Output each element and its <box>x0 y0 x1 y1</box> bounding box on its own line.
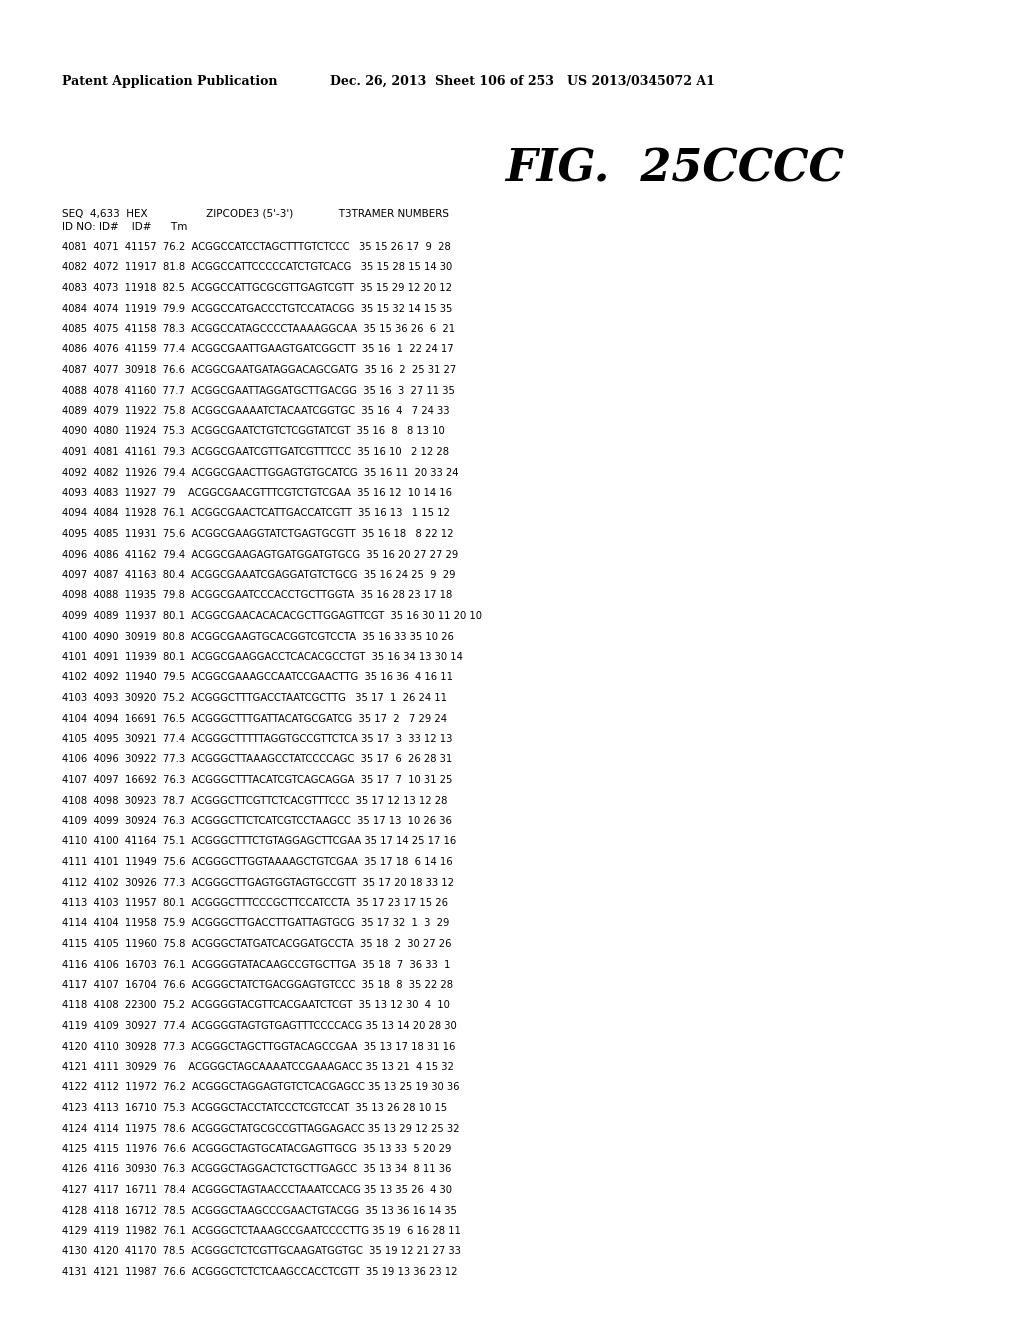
Text: 4098  4088  11935  79.8  ACGGCGAATCCCACCTGCTTGGTA  35 16 28 23 17 18: 4098 4088 11935 79.8 ACGGCGAATCCCACCTGCT… <box>62 590 453 601</box>
Text: 4082  4072  11917  81.8  ACGGCCATTCCCCCATCTGTCACG   35 15 28 15 14 30: 4082 4072 11917 81.8 ACGGCCATTCCCCCATCTG… <box>62 263 453 272</box>
Text: 4085  4075  41158  78.3  ACGGCCATAGCCCCTAAAAGGCAA  35 15 36 26  6  21: 4085 4075 41158 78.3 ACGGCCATAGCCCCTAAAA… <box>62 323 455 334</box>
Text: 4086  4076  41159  77.4  ACGGCGAATTGAAGTGATCGGCTT  35 16  1  22 24 17: 4086 4076 41159 77.4 ACGGCGAATTGAAGTGATC… <box>62 345 454 355</box>
Text: 4104  4094  16691  76.5  ACGGGCTTTGATTACATGCGATCG  35 17  2   7 29 24: 4104 4094 16691 76.5 ACGGGCTTTGATTACATGC… <box>62 714 447 723</box>
Text: 4123  4113  16710  75.3  ACGGGCTACCTATCCCTCGTCCAT  35 13 26 28 10 15: 4123 4113 16710 75.3 ACGGGCTACCTATCCCTCG… <box>62 1104 447 1113</box>
Text: 4108  4098  30923  78.7  ACGGGCTTCGTTCTCACGTTTCCC  35 17 12 13 12 28: 4108 4098 30923 78.7 ACGGGCTTCGTTCTCACGT… <box>62 796 447 805</box>
Text: 4102  4092  11940  79.5  ACGGCGAAAGCCAATCCGAACTTG  35 16 36  4 16 11: 4102 4092 11940 79.5 ACGGCGAAAGCCAATCCGA… <box>62 672 453 682</box>
Text: 4087  4077  30918  76.6  ACGGCGAATGATAGGACAGCGATG  35 16  2  25 31 27: 4087 4077 30918 76.6 ACGGCGAATGATAGGACAG… <box>62 366 457 375</box>
Text: 4115  4105  11960  75.8  ACGGGCTATGATCACGGATGCCTA  35 18  2  30 27 26: 4115 4105 11960 75.8 ACGGGCTATGATCACGGAT… <box>62 939 452 949</box>
Text: 4110  4100  41164  75.1  ACGGGCTTTCTGTAGGAGCTTCGAA 35 17 14 25 17 16: 4110 4100 41164 75.1 ACGGGCTTTCTGTAGGAGC… <box>62 837 457 846</box>
Text: 4120  4110  30928  77.3  ACGGGCTAGCTTGGTACAGCCGAA  35 13 17 18 31 16: 4120 4110 30928 77.3 ACGGGCTAGCTTGGTACAG… <box>62 1041 456 1052</box>
Text: 4118  4108  22300  75.2  ACGGGGTACGTTCACGAATCTCGT  35 13 12 30  4  10: 4118 4108 22300 75.2 ACGGGGTACGTTCACGAAT… <box>62 1001 450 1011</box>
Text: 4090  4080  11924  75.3  ACGGCGAATCTGTCTCGGTATCGT  35 16  8   8 13 10: 4090 4080 11924 75.3 ACGGCGAATCTGTCTCGGT… <box>62 426 444 437</box>
Text: 4119  4109  30927  77.4  ACGGGGTAGTGTGAGTTTCCCCACG 35 13 14 20 28 30: 4119 4109 30927 77.4 ACGGGGTAGTGTGAGTTTC… <box>62 1020 457 1031</box>
Text: 4101  4091  11939  80.1  ACGGCGAAGGACCTCACACGCCTGT  35 16 34 13 30 14: 4101 4091 11939 80.1 ACGGCGAAGGACCTCACAC… <box>62 652 463 663</box>
Text: 4095  4085  11931  75.6  ACGGCGAAGGTATCTGAGTGCGTT  35 16 18   8 22 12: 4095 4085 11931 75.6 ACGGCGAAGGTATCTGAGT… <box>62 529 454 539</box>
Text: 4127  4117  16711  78.4  ACGGGCTAGTAACCCTAAATCCACG 35 13 35 26  4 30: 4127 4117 16711 78.4 ACGGGCTAGTAACCCTAAA… <box>62 1185 452 1195</box>
Text: Dec. 26, 2013  Sheet 106 of 253   US 2013/0345072 A1: Dec. 26, 2013 Sheet 106 of 253 US 2013/0… <box>330 75 715 88</box>
Text: 4125  4115  11976  76.6  ACGGGCTAGTGCATACGAGTTGCG  35 13 33  5 20 29: 4125 4115 11976 76.6 ACGGGCTAGTGCATACGAG… <box>62 1144 452 1154</box>
Text: ID NO: ID#    ID#      Tm: ID NO: ID# ID# Tm <box>62 222 187 232</box>
Text: FIG.  25CCCC: FIG. 25CCCC <box>505 148 844 191</box>
Text: 4094  4084  11928  76.1  ACGGCGAACTCATTGACCATCGTT  35 16 13   1 15 12: 4094 4084 11928 76.1 ACGGCGAACTCATTGACCA… <box>62 508 450 519</box>
Text: 4117  4107  16704  76.6  ACGGGCTATCTGACGGAGTGTCCC  35 18  8  35 22 28: 4117 4107 16704 76.6 ACGGGCTATCTGACGGAGT… <box>62 979 453 990</box>
Text: 4093  4083  11927  79    ACGGCGAACGTTTCGTCTGTCGAA  35 16 12  10 14 16: 4093 4083 11927 79 ACGGCGAACGTTTCGTCTGTC… <box>62 488 452 498</box>
Text: 4103  4093  30920  75.2  ACGGGCTTTGACCTAATCGCTTG   35 17  1  26 24 11: 4103 4093 30920 75.2 ACGGGCTTTGACCTAATCG… <box>62 693 447 704</box>
Text: 4099  4089  11937  80.1  ACGGCGAACACACACGCTTGGAGTTCGT  35 16 30 11 20 10: 4099 4089 11937 80.1 ACGGCGAACACACACGCTT… <box>62 611 482 620</box>
Text: 4114  4104  11958  75.9  ACGGGCTTGACCTTGATTAGTGCG  35 17 32  1  3  29: 4114 4104 11958 75.9 ACGGGCTTGACCTTGATTA… <box>62 919 450 928</box>
Text: 4105  4095  30921  77.4  ACGGGCTTTTTAGGTGCCGTTCTCA 35 17  3  33 12 13: 4105 4095 30921 77.4 ACGGGCTTTTTAGGTGCCG… <box>62 734 453 744</box>
Text: 4131  4121  11987  76.6  ACGGGCTCTCTCAAGCCACCTCGTT  35 19 13 36 23 12: 4131 4121 11987 76.6 ACGGGCTCTCTCAAGCCAC… <box>62 1267 458 1276</box>
Text: 4088  4078  41160  77.7  ACGGCGAATTAGGATGCTTGACGG  35 16  3  27 11 35: 4088 4078 41160 77.7 ACGGCGAATTAGGATGCTT… <box>62 385 455 396</box>
Text: 4124  4114  11975  78.6  ACGGGCTATGCGCCGTTAGGAGACC 35 13 29 12 25 32: 4124 4114 11975 78.6 ACGGGCTATGCGCCGTTAG… <box>62 1123 460 1134</box>
Text: 4112  4102  30926  77.3  ACGGGCTTGAGTGGTAGTGCCGTT  35 17 20 18 33 12: 4112 4102 30926 77.3 ACGGGCTTGAGTGGTAGTG… <box>62 878 454 887</box>
Text: 4130  4120  41170  78.5  ACGGGCTCTCGTTGCAAGATGGTGC  35 19 12 21 27 33: 4130 4120 41170 78.5 ACGGGCTCTCGTTGCAAGA… <box>62 1246 461 1257</box>
Text: 4116  4106  16703  76.1  ACGGGGTATACAAGCCGTGCTTGA  35 18  7  36 33  1: 4116 4106 16703 76.1 ACGGGGTATACAAGCCGTG… <box>62 960 451 969</box>
Text: 4091  4081  41161  79.3  ACGGCGAATCGTTGATCGTTTCCC  35 16 10   2 12 28: 4091 4081 41161 79.3 ACGGCGAATCGTTGATCGT… <box>62 447 449 457</box>
Text: 4107  4097  16692  76.3  ACGGGCTTTACATCGTCAGCAGGA  35 17  7  10 31 25: 4107 4097 16692 76.3 ACGGGCTTTACATCGTCAG… <box>62 775 453 785</box>
Text: 4100  4090  30919  80.8  ACGGCGAAGTGCACGGTCGTCCTA  35 16 33 35 10 26: 4100 4090 30919 80.8 ACGGCGAAGTGCACGGTCG… <box>62 631 454 642</box>
Text: 4084  4074  11919  79.9  ACGGCCATGACCCTGTCCATACGG  35 15 32 14 15 35: 4084 4074 11919 79.9 ACGGCCATGACCCTGTCCA… <box>62 304 453 314</box>
Text: 4089  4079  11922  75.8  ACGGCGAAAATCTACAATCGGTGC  35 16  4   7 24 33: 4089 4079 11922 75.8 ACGGCGAAAATCTACAATC… <box>62 407 450 416</box>
Text: 4129  4119  11982  76.1  ACGGGCTCTAAAGCCGAATCCCCTTG 35 19  6 16 28 11: 4129 4119 11982 76.1 ACGGGCTCTAAAGCCGAAT… <box>62 1226 461 1236</box>
Text: 4122  4112  11972  76.2  ACGGGCTAGGAGTGTCTCACGAGCC 35 13 25 19 30 36: 4122 4112 11972 76.2 ACGGGCTAGGAGTGTCTCA… <box>62 1082 460 1093</box>
Text: 4121  4111  30929  76    ACGGGCTAGCAAAATCCGAAAGACC 35 13 21  4 15 32: 4121 4111 30929 76 ACGGGCTAGCAAAATCCGAAA… <box>62 1063 454 1072</box>
Text: Patent Application Publication: Patent Application Publication <box>62 75 278 88</box>
Text: 4109  4099  30924  76.3  ACGGGCTTCTCATCGTCCTAAGCC  35 17 13  10 26 36: 4109 4099 30924 76.3 ACGGGCTTCTCATCGTCCT… <box>62 816 452 826</box>
Text: 4111  4101  11949  75.6  ACGGGCTTGGTAAAAGCTGTCGAA  35 17 18  6 14 16: 4111 4101 11949 75.6 ACGGGCTTGGTAAAAGCTG… <box>62 857 453 867</box>
Text: 4096  4086  41162  79.4  ACGGCGAAGAGTGATGGATGTGCG  35 16 20 27 27 29: 4096 4086 41162 79.4 ACGGCGAAGAGTGATGGAT… <box>62 549 459 560</box>
Text: 4097  4087  41163  80.4  ACGGCGAAATCGAGGATGTCTGCG  35 16 24 25  9  29: 4097 4087 41163 80.4 ACGGCGAAATCGAGGATGT… <box>62 570 456 579</box>
Text: 4126  4116  30930  76.3  ACGGGCTAGGACTCTGCTTGAGCC  35 13 34  8 11 36: 4126 4116 30930 76.3 ACGGGCTAGGACTCTGCTT… <box>62 1164 452 1175</box>
Text: 4083  4073  11918  82.5  ACGGCCATTGCGCGTTGAGTCGTT  35 15 29 12 20 12: 4083 4073 11918 82.5 ACGGCCATTGCGCGTTGAG… <box>62 282 452 293</box>
Text: 4128  4118  16712  78.5  ACGGGCTAAGCCCGAACTGTACGG  35 13 36 16 14 35: 4128 4118 16712 78.5 ACGGGCTAAGCCCGAACTG… <box>62 1205 457 1216</box>
Text: 4106  4096  30922  77.3  ACGGGCTTAAAGCCTATCCCCAGC  35 17  6  26 28 31: 4106 4096 30922 77.3 ACGGGCTTAAAGCCTATCC… <box>62 755 453 764</box>
Text: SEQ  4,633  HEX                  ZIPCODE3 (5'-3')              T3TRAMER NUMBERS: SEQ 4,633 HEX ZIPCODE3 (5'-3') T3TRAMER … <box>62 209 449 218</box>
Text: 4113  4103  11957  80.1  ACGGGCTTTCCCGCTTCCATCCTA  35 17 23 17 15 26: 4113 4103 11957 80.1 ACGGGCTTTCCCGCTTCCA… <box>62 898 449 908</box>
Text: 4092  4082  11926  79.4  ACGGCGAACTTGGAGTGTGCATCG  35 16 11  20 33 24: 4092 4082 11926 79.4 ACGGCGAACTTGGAGTGTG… <box>62 467 459 478</box>
Text: 4081  4071  41157  76.2  ACGGCCATCCTAGCTTTGTCTCCC   35 15 26 17  9  28: 4081 4071 41157 76.2 ACGGCCATCCTAGCTTTGT… <box>62 242 451 252</box>
